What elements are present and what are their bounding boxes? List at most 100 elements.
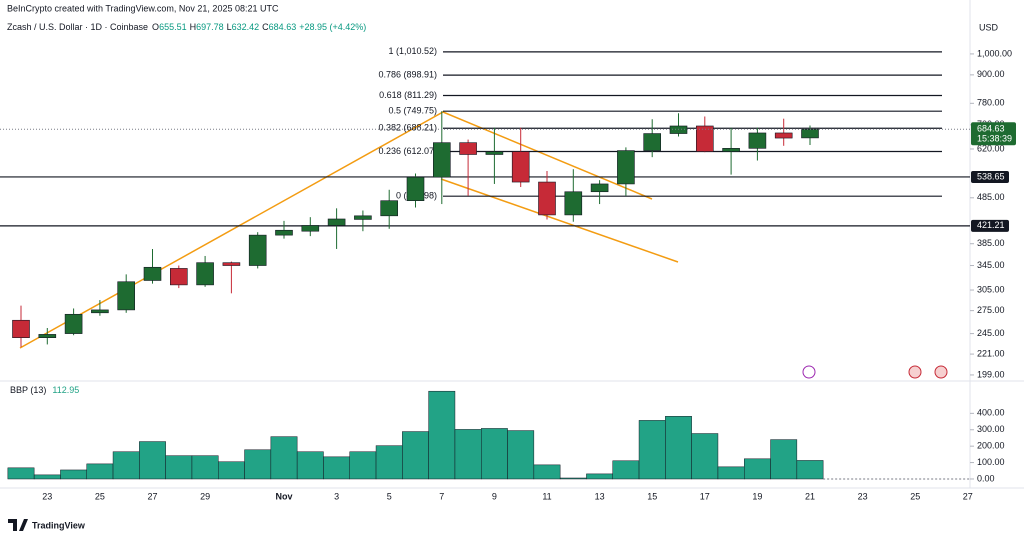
bar: [744, 458, 771, 480]
bar: [139, 441, 166, 480]
candle-body: [64, 313, 83, 334]
candle-body: [695, 125, 714, 152]
last-price-badge: [971, 122, 1016, 146]
x-tick-label: 23: [858, 491, 868, 501]
x-tick-label: 21: [805, 491, 815, 501]
y-tick-label: 780.00: [977, 98, 1005, 108]
candle-body: [801, 128, 819, 139]
logo: TradingView: [8, 519, 86, 531]
x-tick-label: 27: [963, 491, 973, 501]
candle-body: [564, 191, 583, 216]
bar: [559, 477, 587, 480]
y-tick-label: 620.00: [977, 143, 1005, 153]
x-tick-label: 25: [910, 491, 920, 501]
bar: [691, 433, 719, 480]
fib-label: 0.618 (811.29): [379, 90, 437, 100]
bar: [296, 451, 324, 480]
x-tick-label: 25: [95, 491, 105, 501]
candle-body: [91, 309, 109, 314]
candle-body: [196, 262, 214, 286]
x-tick-label: 3: [334, 491, 339, 501]
y-tick-label: 275.00: [977, 305, 1005, 315]
candle-body: [406, 176, 425, 201]
y-tick-label: 221.00: [977, 348, 1005, 358]
x-tick-label: 13: [595, 491, 605, 501]
bar: [244, 449, 272, 480]
change: +28.95 (+4.42%): [299, 22, 366, 32]
bar: [770, 439, 798, 480]
candle-body: [327, 218, 346, 226]
candle-body: [590, 183, 609, 193]
fib-label: 0.382 (688.21): [378, 123, 437, 133]
y-tick-label: 345.00: [977, 260, 1005, 270]
y-tick-label: 1,000.00: [977, 48, 1012, 58]
candle-body: [511, 151, 530, 183]
candle-body: [248, 234, 267, 266]
candle-body: [275, 229, 293, 236]
event-icon: [908, 365, 922, 379]
bar: [33, 474, 61, 480]
y-tick-label: 305.00: [977, 284, 1005, 294]
bar: [612, 460, 640, 480]
fib-label: 0.5 (749.75): [388, 106, 437, 116]
logo-text: TradingView: [32, 520, 86, 530]
legend-line: Zcash / U.S. Dollar · 1D · Coinbase O655.…: [7, 22, 366, 32]
candle-body: [485, 151, 504, 155]
bar: [112, 451, 140, 480]
bar: [375, 445, 403, 480]
last-price-label: 684.63: [977, 124, 1005, 134]
y-tick-label: 200.00: [977, 441, 1005, 451]
open-value: 655.51: [159, 22, 187, 32]
x-tick-label: 23: [42, 491, 52, 501]
bar: [270, 436, 298, 480]
bar: [454, 429, 482, 480]
ohlc-letter: C: [262, 22, 269, 32]
event-icon: [802, 365, 816, 379]
bar: [402, 431, 429, 480]
y-tick-label: 0.00: [977, 473, 995, 483]
candle-body: [38, 334, 57, 338]
bar: [86, 463, 114, 480]
ohlc-letter: H: [190, 22, 197, 32]
trend-line: [440, 178, 679, 263]
ohlc-letter: O: [152, 22, 159, 32]
price-line-badge: [971, 170, 1009, 183]
bar: [349, 451, 377, 480]
x-tick-label: 19: [752, 491, 762, 501]
bar: [717, 466, 745, 480]
bar: [60, 469, 87, 480]
x-tick-label: 11: [542, 491, 551, 501]
y-tick-label: 400.00: [977, 408, 1005, 418]
bar: [165, 455, 193, 480]
bar: [586, 473, 614, 480]
indicator-name: BBP (13): [10, 385, 46, 395]
y-tick-label: 300.00: [977, 424, 1005, 434]
event-icon: [934, 365, 948, 379]
candle-body: [380, 200, 399, 217]
x-tick-label: 7: [439, 491, 444, 501]
candle-body: [538, 181, 556, 216]
bar: [507, 430, 535, 480]
currency: USD: [979, 22, 999, 32]
candle-body: [722, 148, 740, 152]
symbol-title: Zcash / U.S. Dollar · 1D · Coinbase: [7, 22, 148, 32]
y-tick-label: 900.00: [977, 69, 1005, 79]
x-tick-label: 29: [200, 491, 210, 501]
high-value: 697.78: [196, 22, 224, 32]
indicator-value: 112.95: [52, 385, 79, 395]
fib-label: 0.786 (898.91): [378, 69, 437, 79]
fib-label: 1 (1,010.52): [388, 46, 437, 56]
close-value: 684.63: [269, 22, 297, 32]
event-icons: [802, 365, 948, 379]
candle-body: [170, 268, 188, 286]
price-line-label: 421.21: [977, 220, 1005, 230]
y-tick-label: 199.00: [977, 369, 1005, 379]
bar: [533, 464, 561, 480]
bar: [481, 428, 508, 480]
low-value: 632.42: [232, 22, 260, 32]
bar: [665, 416, 692, 480]
candle-body: [459, 142, 477, 155]
logo-mark: [8, 519, 28, 531]
candle-body: [669, 125, 688, 134]
countdown: 15:38:39: [977, 134, 1012, 144]
